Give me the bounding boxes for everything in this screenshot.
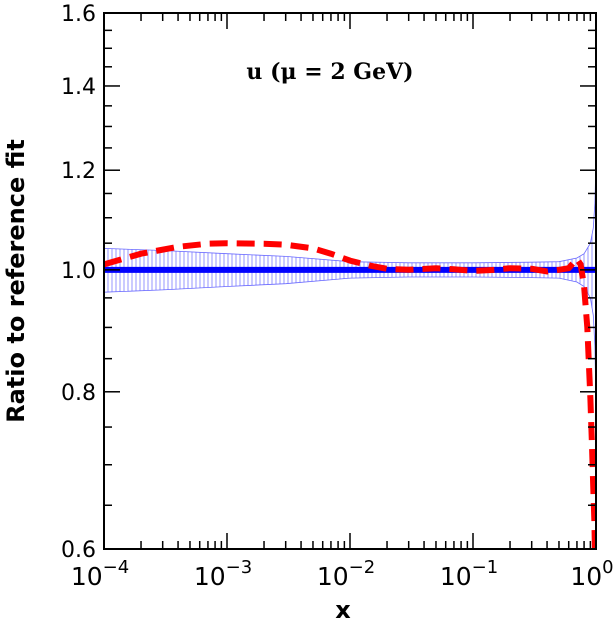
comparison-fit-curve xyxy=(104,240,596,549)
y-tick-label: 1.4 xyxy=(61,75,96,100)
y-tick-label: 0.8 xyxy=(61,381,96,406)
y-tick-label: 1.0 xyxy=(61,259,96,284)
x-tick-label: 10−1 xyxy=(440,557,498,591)
axis-ticks xyxy=(103,12,597,550)
x-tick-label: 100 xyxy=(570,557,613,591)
band-outline xyxy=(104,179,596,379)
plot-frame xyxy=(103,12,597,550)
y-tick-label: 1.6 xyxy=(61,2,96,27)
y-tick-label: 1.2 xyxy=(61,159,96,184)
x-tick-label: 10−3 xyxy=(194,557,252,591)
y-tick-labels: 0.6 0.8 1.0 1.2 1.4 1.6 xyxy=(61,2,96,563)
x-tick-labels: 10−4 10−3 10−2 10−1 100 xyxy=(71,557,614,591)
chart-annotation: u (μ = 2 GeV) xyxy=(246,59,413,85)
uncertainty-band xyxy=(104,179,596,379)
x-axis-label: x xyxy=(335,596,351,624)
x-tick-label: 10−2 xyxy=(317,557,375,591)
y-axis-label: Ratio to reference fit xyxy=(2,139,30,423)
x-tick-label: 10−4 xyxy=(71,557,129,591)
y-tick-label: 0.6 xyxy=(61,538,96,563)
